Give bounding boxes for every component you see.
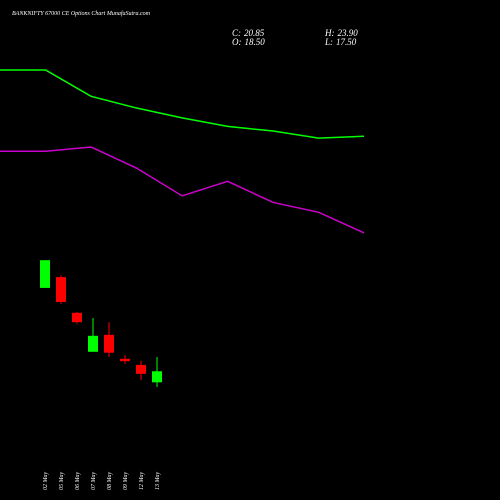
candle-body <box>120 358 130 362</box>
quote-value: 20.85 <box>244 28 265 38</box>
x-tick-label: 07 May <box>91 472 97 490</box>
quote-label: H: <box>324 28 335 38</box>
quote-value: 17.50 <box>336 37 357 47</box>
candle-body <box>136 364 146 374</box>
chart-title: BANKNIFTY 67000 CE Options Chart MunafaS… <box>12 10 151 17</box>
quote-text: L: 17.50 <box>324 37 357 47</box>
candle-body <box>56 277 66 302</box>
quote-text: O: 18.50 <box>232 37 265 47</box>
quote-value: 18.50 <box>245 37 266 47</box>
candle-body <box>152 371 162 383</box>
quote-text: C: 20.85 <box>232 28 265 38</box>
line-series <box>0 69 365 139</box>
candle-body <box>104 334 114 353</box>
x-tick-label: 08 May <box>107 472 113 490</box>
line-series <box>0 146 365 234</box>
quote-value: 23.90 <box>338 28 359 38</box>
candle-body <box>72 312 82 323</box>
candle-body <box>88 335 98 352</box>
quote-label: O: <box>232 37 242 47</box>
x-tick-label: 02 May <box>43 472 49 490</box>
x-tick-label: 12 May <box>139 472 145 490</box>
x-tick-label: 05 May <box>59 472 65 490</box>
quote-label: L: <box>324 37 333 47</box>
candle-body <box>40 260 50 288</box>
x-tick-label: 06 May <box>75 472 81 490</box>
x-tick-label: 09 May <box>123 472 129 490</box>
quote-text: H: 23.90 <box>324 28 358 38</box>
quote-label: C: <box>232 28 241 38</box>
x-tick-label: 13 May <box>155 472 161 490</box>
